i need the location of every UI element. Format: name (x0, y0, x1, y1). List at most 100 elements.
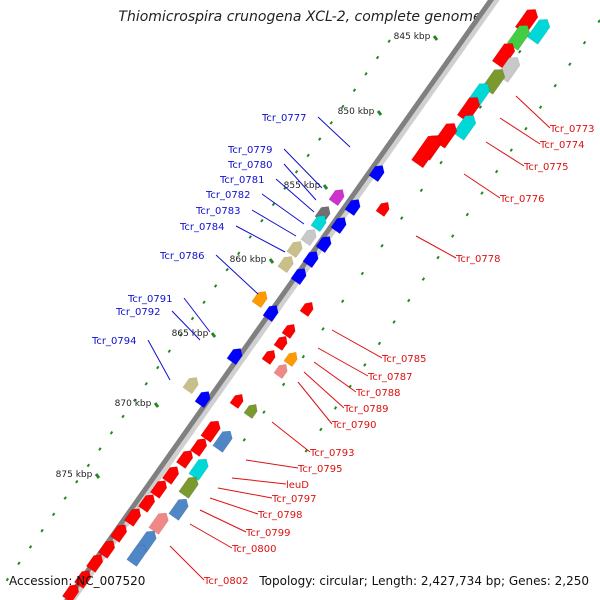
minus-gene (299, 301, 314, 317)
minus-leader-line (169, 545, 205, 581)
plus-leader-line (183, 297, 211, 333)
scale-tick (400, 216, 404, 220)
minus-gene (178, 476, 199, 499)
scale-tick (582, 40, 587, 45)
genome-backbone (64, 0, 494, 600)
leaders-layer (147, 95, 551, 581)
minus-gene (491, 43, 516, 69)
minus-leader-line (209, 497, 259, 515)
scale-tick (75, 479, 79, 484)
plus-leader-line (251, 209, 297, 237)
plus-gene-label: Tcr_0784 (179, 222, 224, 233)
minus-gene-label: Tcr_0778 (455, 254, 500, 265)
plus-gene (290, 268, 307, 286)
minus-leader-line (313, 361, 357, 393)
minus-gene-label: Tcr_0799 (245, 528, 290, 539)
plus-leader-line (235, 225, 286, 253)
scale-tick (436, 255, 440, 260)
minus-leader-line (231, 477, 287, 485)
scale-label: 855 kbp (284, 181, 321, 191)
scale-label: 850 kbp (338, 107, 375, 117)
minus-gene (188, 458, 209, 481)
scale-tick (242, 438, 246, 442)
scale-tick (329, 120, 333, 125)
minus-gene-label: leuD (286, 480, 309, 491)
minus-gene (452, 115, 477, 141)
minus-leader-line (271, 421, 311, 453)
scale-tick (419, 188, 424, 193)
minus-gene-label: Tcr_0787 (367, 372, 412, 383)
scale-tick (518, 49, 522, 54)
plus-gene (277, 256, 294, 274)
minus-gene (212, 430, 233, 453)
minus-gene (200, 420, 221, 443)
scale-tick (202, 300, 206, 305)
minus-gene (526, 19, 551, 45)
major-tick (210, 332, 217, 338)
minus-gene-label: Tcr_0793 (309, 448, 354, 459)
minus-leader-line (415, 235, 457, 259)
plus-gene (310, 215, 327, 233)
scale-tick (63, 496, 67, 500)
scale-tick (260, 218, 264, 223)
scale-tick (341, 104, 345, 109)
scale-tick (40, 528, 44, 533)
minus-gene (261, 349, 276, 365)
scale-tick (421, 277, 426, 281)
minus-gene-label: Tcr_0798 (257, 510, 302, 521)
plus-gene-label: Tcr_0777 (261, 113, 306, 124)
plus-gene (226, 348, 243, 366)
minus-gene (506, 25, 531, 51)
scale-tick (478, 105, 483, 109)
minus-gene (109, 524, 128, 543)
plus-gene (330, 217, 347, 235)
minus-gene (168, 498, 189, 521)
scale-tick (213, 284, 218, 288)
scale-tick (380, 243, 384, 248)
scale-tick (190, 316, 195, 321)
backbone-layer (64, 0, 500, 600)
minus-leader-line (245, 459, 299, 469)
scale-tick (98, 447, 102, 451)
minus-gene-label: Tcr_0800 (231, 544, 276, 555)
scale-tick (364, 72, 368, 76)
scale-tick (360, 271, 365, 276)
accession-label: Accession: NC_007520 (9, 574, 146, 588)
major-tick (153, 402, 160, 408)
scale-tick (480, 191, 484, 195)
plus-gene-label: Tcr_0792 (115, 307, 160, 318)
plus-gene-label: Tcr_0791 (127, 294, 172, 305)
minus-gene (97, 540, 116, 559)
minus-gene (126, 544, 147, 567)
minus-gene (273, 363, 288, 379)
minus-gene (73, 570, 92, 589)
scale-tick (340, 299, 345, 304)
plus-leader-line (275, 178, 315, 213)
minus-gene (283, 351, 298, 367)
scale-tick (121, 414, 125, 419)
minus-gene-label: Tcr_0774 (539, 140, 584, 151)
plus-gene (194, 391, 211, 409)
plus-gene (368, 165, 385, 183)
minus-leader-line (217, 487, 273, 499)
scale-tick (538, 105, 543, 109)
minus-leader-line (499, 117, 541, 145)
scale-tick (568, 62, 572, 67)
plus-gene-label: Tcr_0782 (205, 190, 250, 201)
backbone-shadow (67, 0, 500, 600)
scale-label: 875 kbp (56, 470, 93, 480)
minus-gene-label: Tcr_0785 (381, 354, 426, 365)
minus-gene-label: Tcr_0776 (499, 194, 544, 205)
minus-leader-line (297, 381, 333, 425)
scale-tick (271, 202, 276, 207)
plus-gene-label: Tcr_0786 (159, 251, 204, 262)
scale-tick (363, 363, 367, 367)
minus-gene-label: Tcr_0773 (549, 124, 594, 135)
scale-tick (225, 267, 229, 272)
minus-leader-line (303, 371, 345, 409)
scale-tick (294, 169, 299, 174)
major-tick (94, 473, 101, 479)
minus-gene (149, 480, 168, 499)
minus-gene (137, 494, 156, 513)
